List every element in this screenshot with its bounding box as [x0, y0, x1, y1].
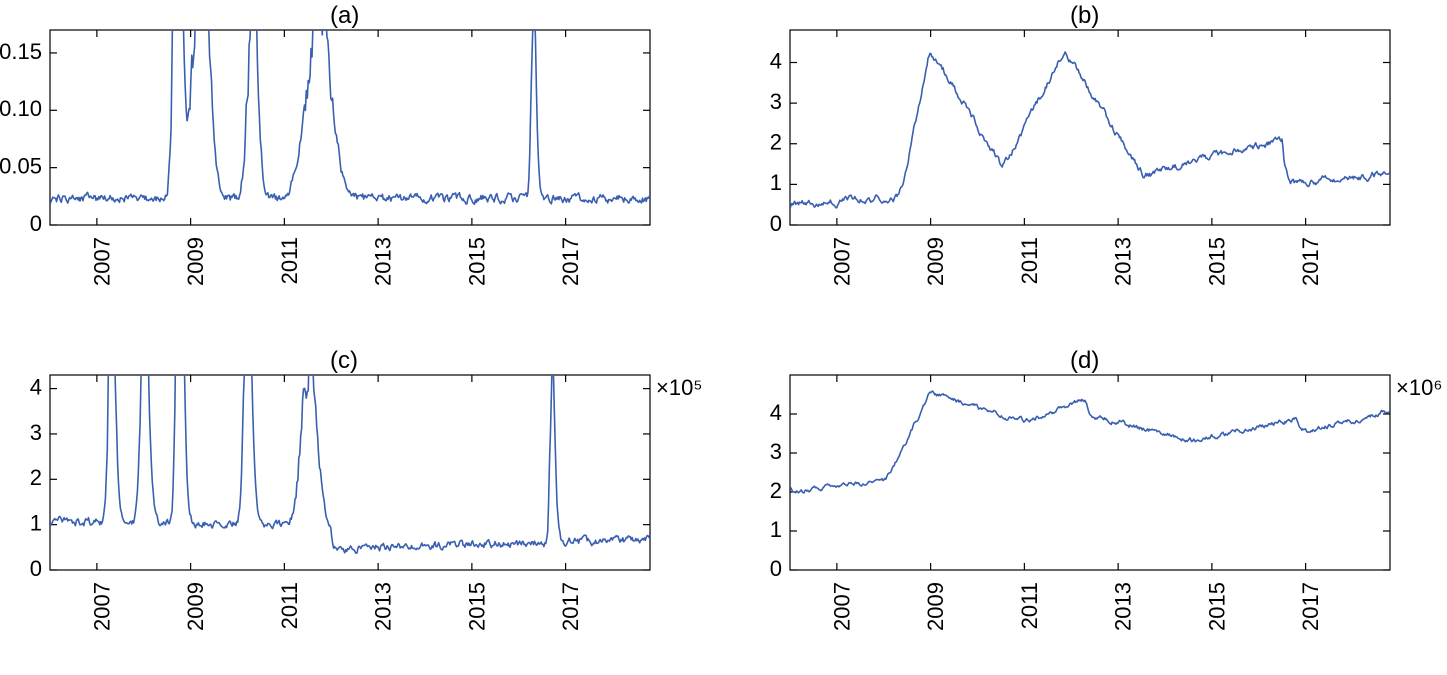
ytick-label: 0.15 — [0, 39, 42, 64]
ytick-label: 4 — [30, 374, 42, 399]
chart-a: 0 0.05 0.10 0.15 2007 2009 2011 2013 2015 2017 — [0, 25, 710, 330]
xtick-label: 2009 — [183, 582, 208, 631]
ytick-label: 1 — [770, 170, 782, 195]
ytick-label: 0.10 — [0, 96, 42, 121]
chart-d: 0 1 2 3 4 2007 2009 2011 2013 2015 2017 — [730, 370, 1447, 675]
scale-label-c: ×10⁵ — [656, 375, 702, 401]
ytick-label: 3 — [770, 439, 782, 464]
xtick-label: 2009 — [183, 237, 208, 286]
panel-title-c: (c) — [330, 347, 358, 375]
xtick-label: 2007 — [89, 582, 114, 631]
xtick-label: 2015 — [1204, 582, 1229, 631]
axes-box — [790, 375, 1390, 570]
xtick-label: 2017 — [1298, 237, 1323, 286]
panel-title-d: (d) — [1070, 347, 1099, 375]
xtick-label: 2007 — [829, 237, 854, 286]
xtick-label: 2015 — [464, 237, 489, 286]
chart-c: 0 1 2 3 4 2007 2009 2011 2013 2015 2017 — [0, 370, 710, 675]
xtick-label: 2015 — [464, 582, 489, 631]
ytick-label: 3 — [770, 89, 782, 114]
ytick-label: 0 — [30, 211, 42, 236]
ytick-label: 0.05 — [0, 153, 42, 178]
xtick-label: 2013 — [371, 237, 396, 286]
ytick-label: 2 — [770, 478, 782, 503]
panel-title-a: (a) — [330, 2, 359, 30]
ytick-label: 2 — [770, 130, 782, 155]
ytick-label: 4 — [770, 48, 782, 73]
scale-label-d: ×10⁶ — [1396, 375, 1442, 401]
ytick-label: 0 — [30, 556, 42, 581]
figure-container: 00.050.100.15200720092011201320152017(a)… — [0, 0, 1447, 675]
ytick-label: 0 — [770, 556, 782, 581]
xtick-label: 2011 — [1017, 237, 1042, 284]
ytick-label: 2 — [30, 465, 42, 490]
ytick-label: 3 — [30, 420, 42, 445]
xtick-label: 2007 — [89, 237, 114, 286]
ytick-label: 1 — [30, 510, 42, 535]
xtick-label: 2011 — [1017, 582, 1042, 629]
ytick-label: 1 — [770, 517, 782, 542]
xtick-label: 2013 — [371, 582, 396, 631]
panel-title-b: (b) — [1070, 2, 1099, 30]
xtick-label: 2013 — [1111, 237, 1136, 286]
xtick-label: 2007 — [829, 582, 854, 631]
xtick-label: 2017 — [558, 582, 583, 631]
ytick-label: 0 — [770, 211, 782, 236]
series-line — [790, 52, 1390, 209]
ytick-label: 4 — [770, 400, 782, 425]
series-line — [50, 0, 650, 205]
xtick-label: 2015 — [1204, 237, 1229, 286]
axes-box — [790, 30, 1390, 225]
xtick-label: 2011 — [277, 582, 302, 629]
xtick-label: 2009 — [923, 237, 948, 286]
xtick-label: 2013 — [1111, 582, 1136, 631]
chart-b: 0 1 2 3 4 2007 2009 2011 2013 2015 2017 — [730, 25, 1447, 330]
xtick-label: 2009 — [923, 582, 948, 631]
xtick-label: 2017 — [558, 237, 583, 286]
xtick-label: 2017 — [1298, 582, 1323, 631]
xtick-label: 2011 — [277, 237, 302, 284]
series-line — [790, 391, 1390, 493]
